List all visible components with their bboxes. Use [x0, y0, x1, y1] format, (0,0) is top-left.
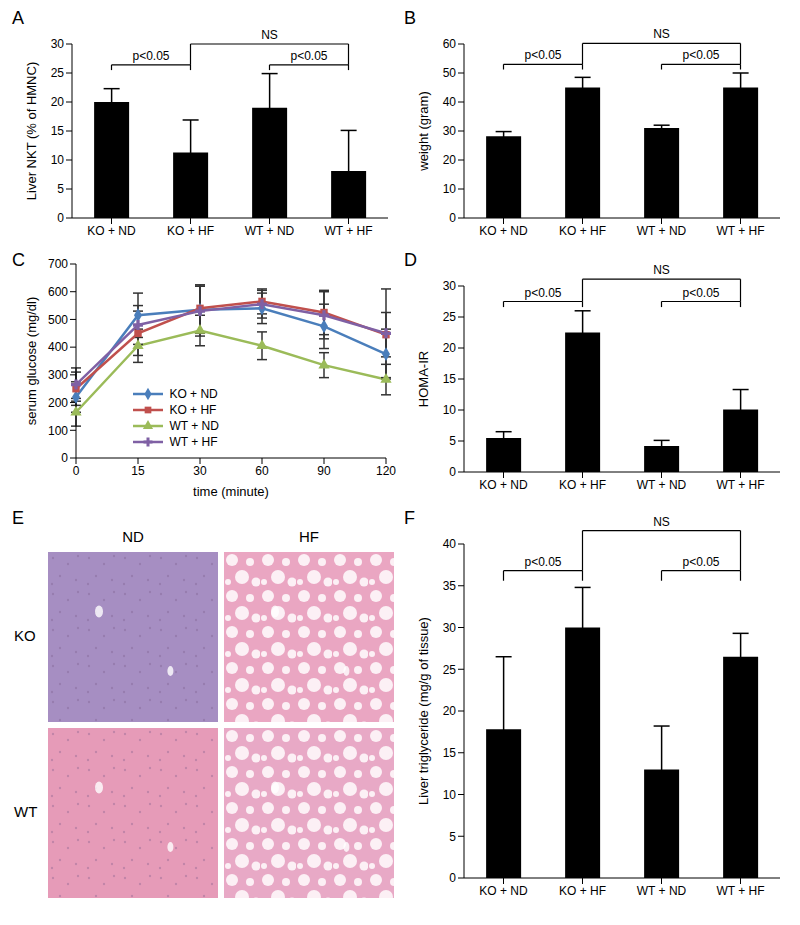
svg-text:0: 0 [449, 465, 456, 479]
svg-text:WT + ND: WT + ND [637, 478, 687, 492]
svg-text:60: 60 [443, 37, 457, 51]
svg-text:WT + ND: WT + ND [637, 224, 687, 238]
svg-text:25: 25 [443, 310, 457, 324]
html-text:D: D [404, 250, 417, 270]
svg-text:p<0.05: p<0.05 [524, 48, 561, 62]
svg-text:serum glucose (mg/dl): serum glucose (mg/dl) [24, 297, 39, 426]
svg-text:KO + HF: KO + HF [559, 224, 606, 238]
svg-text:200: 200 [48, 396, 68, 410]
svg-text:HOMA-IR: HOMA-IR [416, 351, 431, 407]
svg-text:30: 30 [193, 464, 207, 478]
svg-text:15: 15 [443, 746, 457, 760]
svg-text:20: 20 [443, 153, 457, 167]
svg-text:35: 35 [443, 579, 457, 593]
svg-text:120: 120 [376, 464, 396, 478]
svg-text:Liver triglyceride (mg/g of ti: Liver triglyceride (mg/g of tissue) [416, 617, 431, 805]
svg-text:NS: NS [261, 28, 278, 42]
svg-text:weight (gram): weight (gram) [416, 91, 431, 171]
svg-text:WT + HF: WT + HF [324, 224, 372, 238]
svg-text:10: 10 [51, 153, 65, 167]
svg-text:p<0.05: p<0.05 [682, 555, 719, 569]
svg-text:50: 50 [443, 66, 457, 80]
svg-text:p<0.05: p<0.05 [524, 286, 561, 300]
svg-text:30: 30 [443, 124, 457, 138]
svg-text:15: 15 [443, 372, 457, 386]
svg-text:0: 0 [61, 451, 68, 465]
svg-text:NS: NS [653, 27, 670, 41]
svg-text:90: 90 [317, 464, 331, 478]
svg-text:400: 400 [48, 340, 68, 354]
svg-text:0: 0 [73, 464, 80, 478]
svg-text:KO + HF: KO + HF [167, 224, 214, 238]
svg-text:60: 60 [255, 464, 269, 478]
html-text:WT + ND: WT + ND [169, 419, 219, 433]
svg-text:KO + ND: KO + ND [479, 884, 528, 898]
svg-text:5: 5 [449, 830, 456, 844]
svg-text:700: 700 [48, 257, 68, 271]
svg-text:30: 30 [443, 621, 457, 635]
svg-text:20: 20 [443, 704, 457, 718]
svg-text:25: 25 [51, 66, 65, 80]
svg-text:25: 25 [443, 663, 457, 677]
svg-text:40: 40 [443, 537, 457, 551]
svg-text:10: 10 [443, 403, 457, 417]
svg-text:p<0.05: p<0.05 [524, 555, 561, 569]
svg-text:NS: NS [653, 515, 670, 529]
html-text:A: A [12, 8, 24, 28]
svg-text:p<0.05: p<0.05 [682, 48, 719, 62]
svg-text:p<0.05: p<0.05 [290, 49, 327, 63]
svg-text:WT + HF: WT + HF [716, 224, 764, 238]
svg-text:500: 500 [48, 313, 68, 327]
svg-text:300: 300 [48, 368, 68, 382]
svg-text:15: 15 [131, 464, 145, 478]
html-text:KO: KO [14, 627, 36, 644]
svg-text:WT + ND: WT + ND [637, 884, 687, 898]
svg-text:0: 0 [57, 211, 64, 225]
svg-text:NS: NS [653, 263, 670, 277]
svg-text:40: 40 [443, 95, 457, 109]
svg-text:Liver NKT (% of HMNC): Liver NKT (% of HMNC) [24, 62, 39, 200]
html-text:WT: WT [14, 803, 38, 820]
svg-text:0: 0 [449, 211, 456, 225]
svg-text:KO + ND: KO + ND [87, 224, 136, 238]
html-text:HF: HF [299, 528, 319, 545]
svg-text:KO + ND: KO + ND [479, 478, 528, 492]
svg-text:5: 5 [449, 434, 456, 448]
html-text:B: B [404, 8, 416, 28]
svg-text:5: 5 [57, 182, 64, 196]
svg-text:KO + ND: KO + ND [479, 224, 528, 238]
svg-text:WT + ND: WT + ND [245, 224, 295, 238]
svg-text:30: 30 [51, 37, 65, 51]
svg-text:time (minute): time (minute) [193, 484, 269, 499]
svg-text:10: 10 [443, 182, 457, 196]
svg-text:20: 20 [51, 95, 65, 109]
svg-text:KO + HF: KO + HF [559, 884, 606, 898]
html-text:KO + HF: KO + HF [169, 403, 217, 417]
html-text:C: C [12, 250, 25, 270]
svg-text:WT + HF: WT + HF [716, 884, 764, 898]
svg-text:0: 0 [449, 871, 456, 885]
html-text:KO + ND: KO + ND [169, 387, 218, 401]
svg-text:WT + HF: WT + HF [716, 478, 764, 492]
svg-text:10: 10 [443, 788, 457, 802]
html-text:ND: ND [122, 528, 144, 545]
svg-text:30: 30 [443, 279, 457, 293]
svg-text:p<0.05: p<0.05 [132, 49, 169, 63]
html-text:F: F [404, 508, 415, 528]
svg-text:600: 600 [48, 285, 68, 299]
html-text:WT + HF: WT + HF [169, 435, 218, 449]
svg-text:100: 100 [48, 424, 68, 438]
svg-text:15: 15 [51, 124, 65, 138]
svg-text:20: 20 [443, 341, 457, 355]
svg-text:KO + HF: KO + HF [559, 478, 606, 492]
html-text:E: E [12, 508, 24, 528]
svg-text:p<0.05: p<0.05 [682, 286, 719, 300]
